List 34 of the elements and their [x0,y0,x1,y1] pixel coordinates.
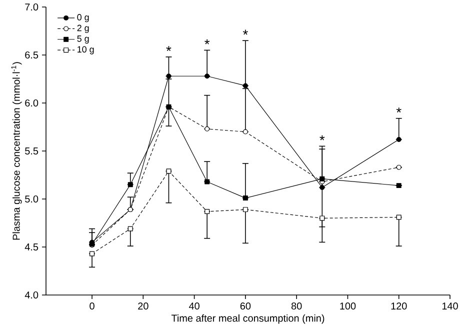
x-tick-label: 20 [138,302,148,310]
legend-label: 0 g [77,14,89,22]
annotation: * [166,46,172,52]
x-tick-label: 100 [340,302,356,310]
x-tick-label: 0 [90,302,94,310]
point [242,207,248,212]
x-axis-title: Time after meal consumption (min) [171,314,324,324]
point [128,182,133,188]
y-tick-label: 5.0 [25,195,38,203]
y-tick-label: 6.0 [25,99,38,107]
x-tick-label: 40 [189,302,200,310]
legend-label: 5 g [77,36,89,44]
point [204,208,210,214]
x-tick-label: 120 [391,302,407,310]
point [204,126,210,132]
annotation: * [204,39,210,44]
legend-label: 2 g [77,24,89,33]
x-tick-label: 80 [291,302,302,310]
y-tick-label: 5.5 [25,148,38,154]
annotation: * [396,108,402,112]
annotation: * [320,135,325,140]
y-tick-label: 7.0 [25,3,38,11]
legend-label: 10 g [78,46,94,54]
y-tick-label: 4.5 [24,244,38,250]
point [320,184,325,190]
y-axis-title: Plasma glucose concentration (mmol·l$^{-1}$) [11,62,22,240]
y-tick-label: 4.0 [24,291,38,299]
annotation: * [242,30,248,35]
x-tick-label: 60 [240,302,251,310]
point [396,183,402,188]
x-tick-label: 140 [442,302,458,310]
y-tick-label: 6.5 [25,51,38,59]
point [396,136,402,142]
point [242,196,248,201]
